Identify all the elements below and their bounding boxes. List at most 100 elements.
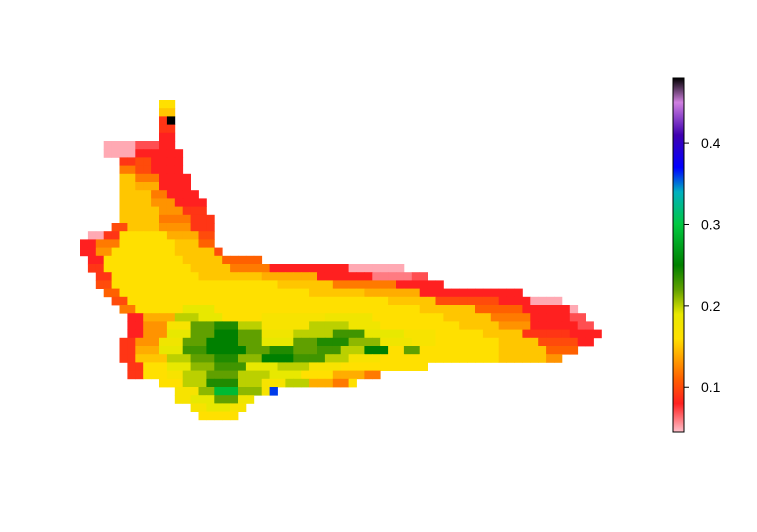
heatmap-cell	[159, 272, 168, 281]
heatmap-cell	[174, 378, 184, 388]
heatmap-cell	[506, 288, 515, 298]
heatmap-cell	[269, 272, 278, 281]
heatmap-cell	[119, 296, 128, 306]
heatmap-cell	[151, 165, 160, 175]
heatmap-cell	[324, 296, 334, 306]
heatmap-cell	[403, 280, 413, 289]
heatmap-cell	[277, 296, 286, 306]
heatmap-cell	[206, 346, 215, 355]
heatmap-cell	[388, 337, 397, 347]
heatmap-cell	[396, 337, 405, 347]
heatmap-cell	[214, 337, 223, 347]
heatmap-cell	[459, 337, 468, 347]
heatmap-cell	[332, 288, 342, 298]
heatmap-cell	[190, 337, 199, 347]
heatmap-cell	[151, 214, 160, 224]
heatmap-cell	[332, 346, 342, 355]
heatmap-cell	[143, 149, 152, 158]
heatmap-cell	[111, 272, 120, 281]
heatmap-cell	[143, 346, 152, 355]
heatmap-cell	[95, 231, 105, 240]
heatmap-cell	[467, 305, 476, 314]
heatmap-cell	[119, 247, 128, 257]
heatmap-cell	[103, 239, 112, 248]
heatmap-cell	[103, 231, 112, 240]
heatmap-cell	[324, 305, 334, 314]
heatmap-cell	[380, 362, 389, 371]
heatmap-cell	[317, 280, 326, 289]
colorbar-gradient	[672, 77, 685, 433]
heatmap-cell	[127, 305, 136, 314]
heatmap-cell	[190, 313, 199, 322]
heatmap-cell	[143, 182, 152, 191]
heatmap-cell	[198, 337, 207, 347]
heatmap-cell	[159, 206, 168, 216]
heatmap-cell	[127, 288, 136, 298]
heatmap-cell	[482, 337, 492, 347]
heatmap-cell	[388, 305, 397, 314]
heatmap-cell	[506, 346, 515, 355]
heatmap-cell	[230, 403, 239, 412]
heatmap-cell	[348, 378, 357, 388]
heatmap-cell	[277, 378, 286, 388]
heatmap-cell	[222, 272, 231, 281]
heatmap-cell	[269, 346, 278, 355]
heatmap-cell	[538, 305, 547, 314]
heatmap-cell	[206, 395, 215, 404]
heatmap-cell	[451, 305, 460, 314]
heatmap-cell	[103, 141, 112, 150]
heatmap-cell	[538, 313, 547, 322]
heatmap-cell	[309, 337, 318, 347]
heatmap-cell	[277, 337, 286, 347]
heatmap-cell	[214, 321, 223, 330]
heatmap-cell	[285, 313, 294, 322]
heatmap-cell	[253, 272, 263, 281]
heatmap-cell	[475, 305, 484, 314]
heatmap-cell	[174, 296, 184, 306]
heatmap-cell	[206, 247, 215, 257]
heatmap-cell	[546, 313, 555, 322]
heatmap-cell	[309, 305, 318, 314]
heatmap-cell	[143, 272, 152, 281]
heatmap-cell	[111, 141, 120, 150]
heatmap-cell	[269, 329, 278, 339]
heatmap-cell	[166, 329, 176, 339]
heatmap-cell	[182, 206, 191, 216]
heatmap-cell	[151, 280, 160, 289]
heatmap-cell	[490, 305, 500, 314]
heatmap-cell	[514, 321, 523, 330]
heatmap-cell	[190, 362, 199, 371]
heatmap-cell	[238, 329, 247, 339]
heatmap-cell	[103, 247, 112, 257]
heatmap-cell	[396, 313, 405, 322]
heatmap-cell	[174, 395, 184, 404]
heatmap-cell	[317, 337, 326, 347]
heatmap-cell	[151, 223, 160, 232]
heatmap-cell	[198, 280, 207, 289]
heatmap-cell	[95, 272, 105, 281]
heatmap-cell	[356, 288, 365, 298]
heatmap-cell	[317, 313, 326, 322]
heatmap-cell	[135, 264, 144, 273]
heatmap-cell	[230, 354, 239, 363]
heatmap-cell	[230, 264, 239, 273]
heatmap-cell	[80, 247, 89, 257]
heatmap-cell	[182, 378, 191, 388]
heatmap-cell	[261, 321, 270, 330]
heatmap-cell	[411, 346, 421, 355]
heatmap-cell	[119, 280, 128, 289]
heatmap-cell	[166, 337, 176, 347]
heatmap-cell	[151, 305, 160, 314]
heatmap-cell	[166, 255, 176, 265]
heatmap-cell	[166, 157, 176, 166]
heatmap-cell	[238, 272, 247, 281]
heatmap-cell	[538, 346, 547, 355]
heatmap-cell	[198, 264, 207, 273]
heatmap-cell	[301, 288, 310, 298]
heatmap-cell	[174, 198, 184, 207]
heatmap-cell	[467, 354, 476, 363]
heatmap-cell	[230, 362, 239, 371]
heatmap-cell	[356, 370, 365, 380]
heatmap-cell	[190, 370, 199, 380]
heatmap-cell	[475, 354, 484, 363]
